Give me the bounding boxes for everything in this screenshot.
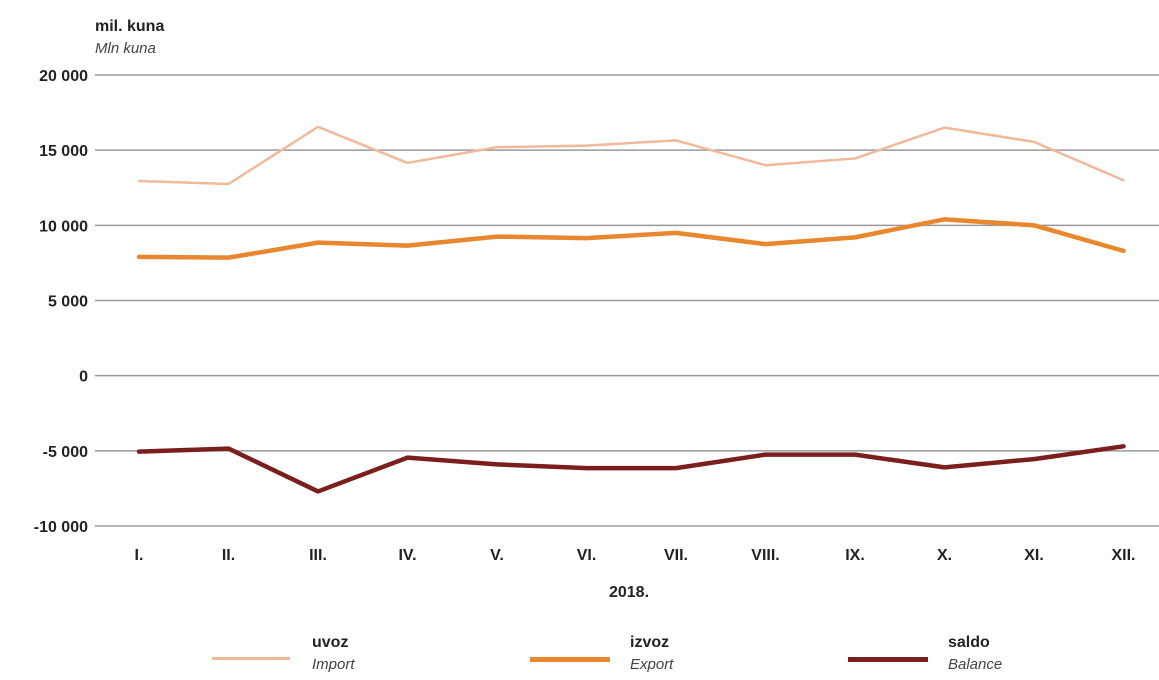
legend-swatch-export: [530, 657, 610, 662]
x-tick-label-1: II.: [222, 547, 235, 564]
legend-label-import-english: Import: [312, 656, 355, 673]
legend-label-export: izvoz: [630, 634, 670, 651]
legend-swatch-import: [212, 657, 290, 660]
x-tick-label-10: XI.: [1024, 547, 1044, 564]
legend-label-export-english: Export: [630, 656, 674, 673]
y-tick-label-4: 0: [79, 369, 88, 386]
x-tick-label-7: VIII.: [751, 547, 779, 564]
x-tick-label-6: VII.: [664, 547, 688, 564]
legend-label-balance-english: Balance: [948, 656, 1003, 673]
x-tick-label-8: IX.: [845, 547, 865, 564]
x-tick-label-11: XII.: [1111, 547, 1135, 564]
y-tick-label-2: 10 000: [39, 218, 88, 235]
y-tick-label-3: 5 000: [48, 294, 88, 311]
y-axis-ticks: 20 000 15 000 10 000 5 000 0 -5 000 -10 000: [34, 68, 88, 536]
y-tick-label-1: 15 000: [39, 143, 88, 160]
x-tick-label-4: V.: [490, 547, 504, 564]
series-lines: [136, 125, 1126, 494]
x-tick-label-3: IV.: [398, 547, 416, 564]
x-axis-title: 2018.: [609, 584, 649, 601]
x-tick-label-2: III.: [309, 547, 327, 564]
series-line-uvoz: [137, 125, 1125, 186]
series-line-saldo: [136, 444, 1126, 494]
y-tick-label-6: -10 000: [34, 519, 88, 536]
x-tick-label-5: VI.: [577, 547, 597, 564]
y-tick-label-5: -5 000: [43, 444, 88, 461]
x-tick-label-9: X.: [937, 547, 952, 564]
series-line-izvoz: [136, 217, 1126, 260]
x-axis: I. II. III. IV. V. VI. VII. VIII. IX. X. XI. XII.: [135, 547, 1136, 564]
y-axis-label: mil. kuna: [95, 18, 165, 35]
legend-swatch-balance: [848, 657, 928, 662]
legend-label-import: uvoz: [312, 634, 349, 651]
legend-label-balance: saldo: [948, 634, 990, 651]
y-tick-label-0: 20 000: [39, 68, 88, 85]
grid-lines: [95, 74, 1159, 527]
y-axis-label-english: Mln kuna: [95, 40, 156, 57]
x-tick-label-0: I.: [135, 547, 144, 564]
